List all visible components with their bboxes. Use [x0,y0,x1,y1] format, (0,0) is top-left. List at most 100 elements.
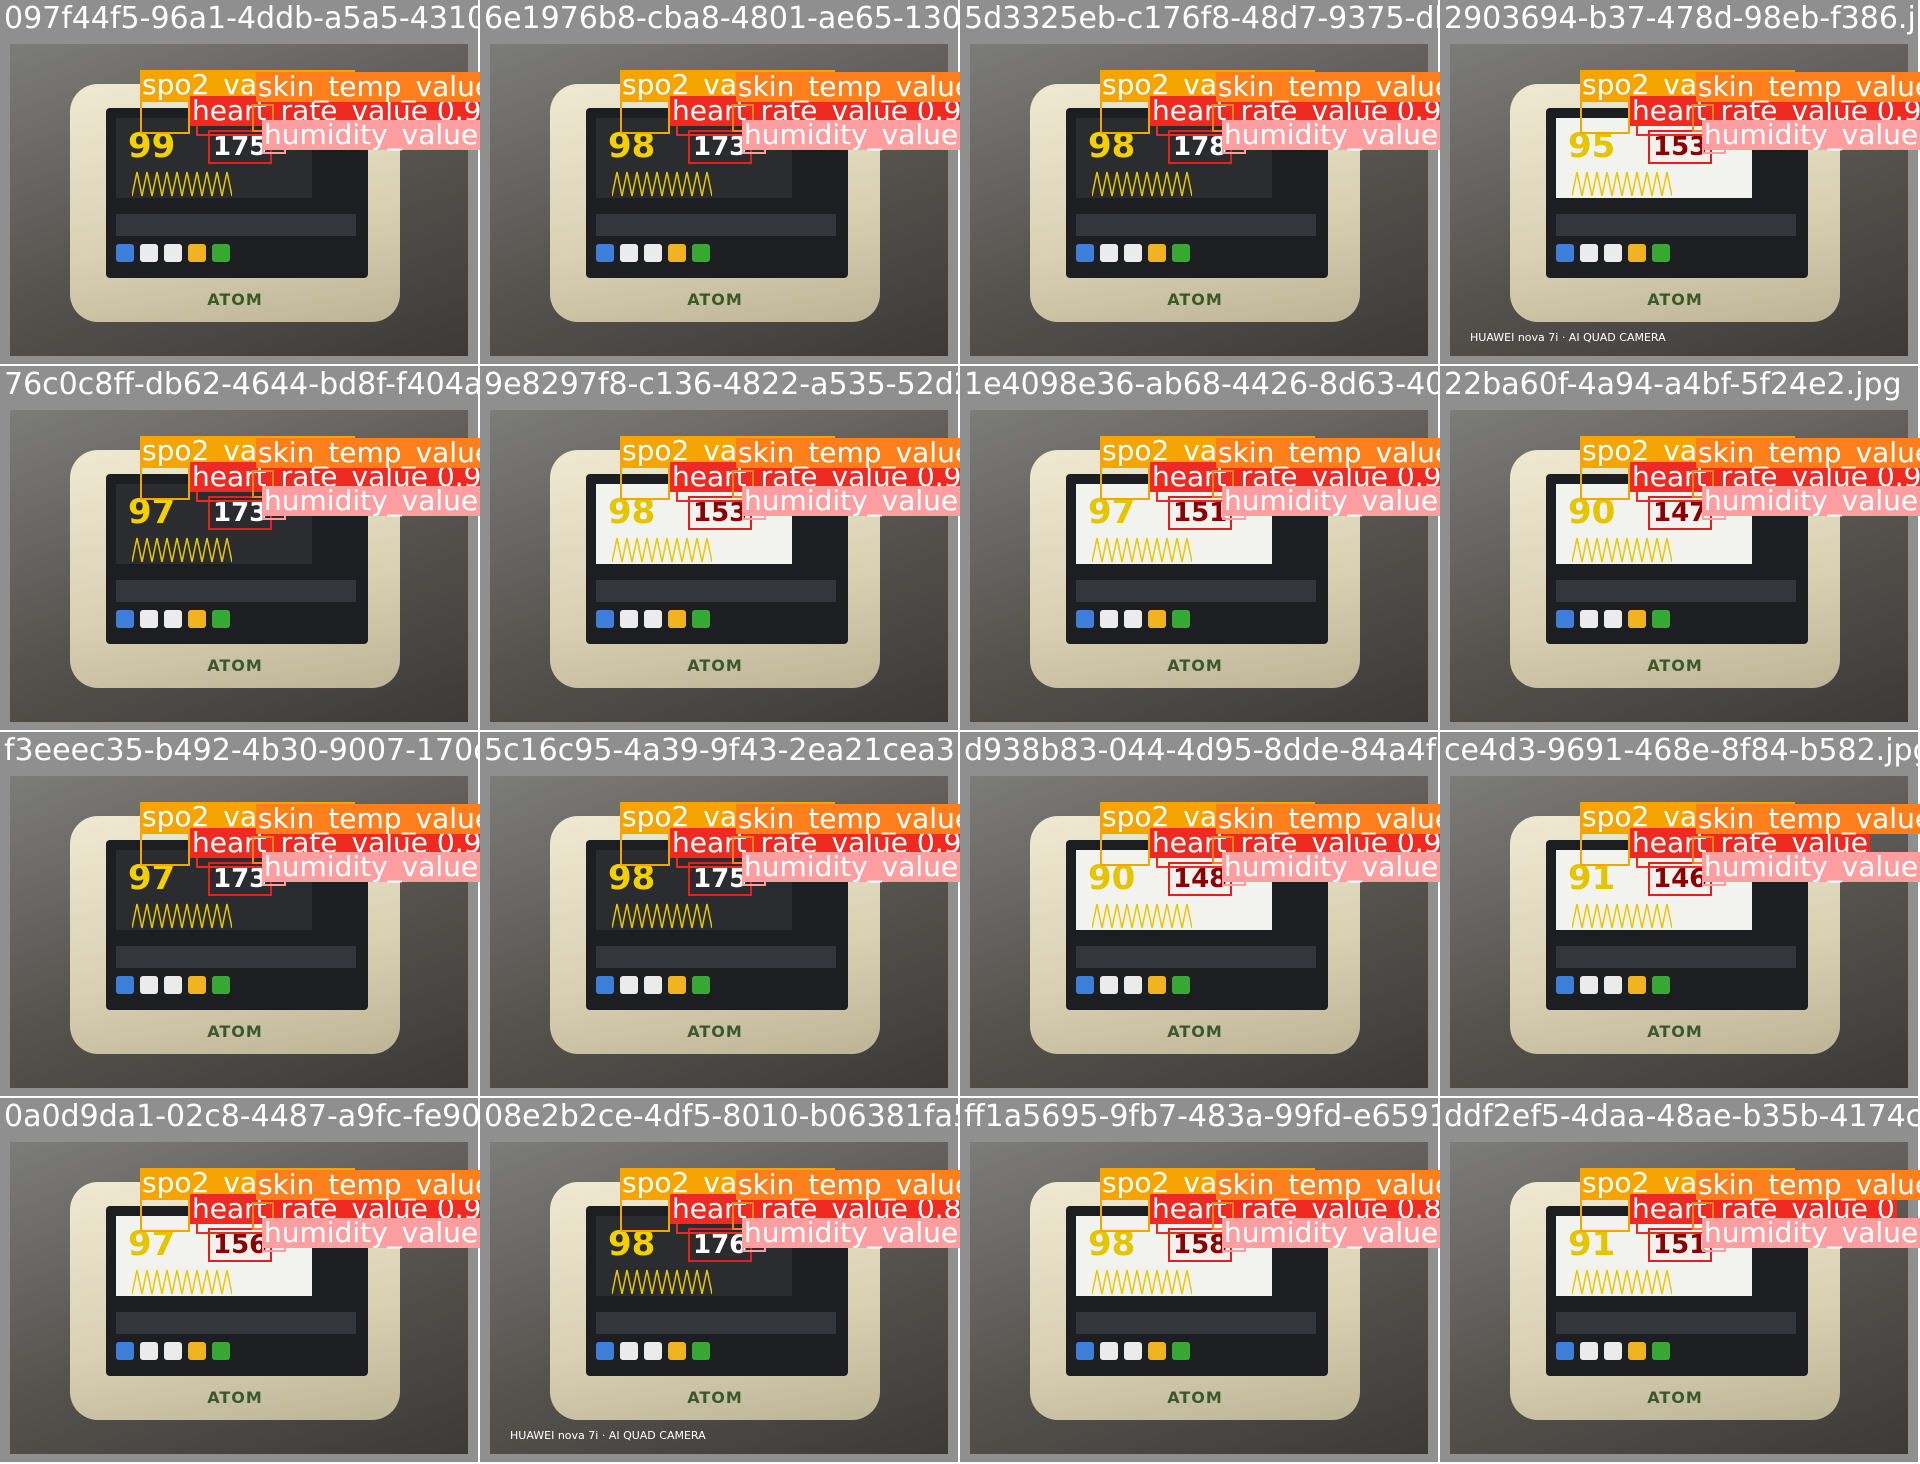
heart-icon [1148,610,1166,628]
network-icon [692,1342,710,1360]
filename-label: f3eeec35-b492-4b30-9007-170d5f67291f.jpg [4,733,480,768]
heart-icon [188,1342,206,1360]
image-tile: 76c0c8ff-db62-4644-bd8f-f404ab5d8257.jpg… [0,366,480,732]
detection-label-skin-temp-value: skin_temp_value 0.9 [256,1170,480,1200]
bbox-spo2-value [140,466,190,500]
device-icon [644,610,662,628]
brand-logo: ATOM [687,656,743,675]
network-icon [212,976,230,994]
device-icon [644,1342,662,1360]
pleth-waveform [132,1269,232,1295]
pleth-waveform [1572,903,1672,929]
network-icon [1172,610,1190,628]
bbox-spo2-value [1580,100,1630,134]
vitals-panel: 98 153 [596,484,792,564]
message-bar [1556,580,1796,602]
message-bar [1076,214,1316,236]
message-bar [596,214,836,236]
trend-icon [140,610,158,628]
monitor-icon-bar [1556,610,1796,634]
heart-icon [1148,976,1166,994]
pleth-waveform [1572,537,1672,563]
detection-label-skin-temp-value: skin_temp_value 0.9 [256,804,480,834]
bbox-spo2-value [1100,466,1150,500]
device-icon [1124,244,1142,262]
message-bar [596,580,836,602]
heart-icon [1628,976,1646,994]
device-icon [644,976,662,994]
network-icon [212,244,230,262]
trend-icon [1580,244,1598,262]
pleth-waveform [132,537,232,563]
heart-icon [1148,1342,1166,1360]
heart-icon [668,610,686,628]
network-icon [1652,244,1670,262]
trend-icon [1100,1342,1118,1360]
monitor-icon-bar [1076,244,1316,268]
brand-logo: ATOM [1167,656,1223,675]
message-bar [1076,1312,1316,1334]
detection-label-humidity-value: humidity_value 0.9 [1222,120,1440,150]
detection-label-skin-temp-value: skin_temp_value 0.8 [256,438,480,468]
pleth-waveform [1092,903,1192,929]
brand-logo: ATOM [207,1388,263,1407]
image-tile: 0a0d9da1-02c8-4487-a9fc-fe9000c8a2b9.jpg… [0,1098,480,1464]
pleth-waveform [1092,171,1192,197]
heart-rate-readout: 151 [1168,496,1233,530]
bbox-spo2-value [1580,832,1630,866]
bbox-spo2-value [140,832,190,866]
home-icon [596,1342,614,1360]
brand-logo: ATOM [207,1022,263,1041]
brand-logo: ATOM [207,656,263,675]
pleth-waveform [612,171,712,197]
message-bar [116,580,356,602]
monitor-icon-bar [116,610,356,634]
trend-icon [620,610,638,628]
trend-icon [1580,610,1598,628]
message-bar [116,1312,356,1334]
heart-icon [188,610,206,628]
bbox-spo2-value [1580,1198,1630,1232]
filename-label: 9e8297f8-c136-4822-a535-52d2e4f97e30.jpg [484,367,960,402]
brand-logo: ATOM [1647,656,1703,675]
detection-label-skin-temp-value: skin_temp_value [1696,438,1920,468]
trend-icon [1580,1342,1598,1360]
detection-label-humidity-value: humidity_value 0.8 [262,852,480,882]
filename-label: 6e1976b8-cba8-4801-ae65-1303c3025e1d.jpg [484,1,960,36]
heart-rate-readout: 148 [1168,862,1233,896]
image-tile: d938b83-044-4d95-8dde-84a4f2529ef4.jpg90… [960,732,1440,1098]
image-tile: 08e2b2ce-4df5-8010-b06381fa56c0.jpg 98176… [480,1098,960,1464]
device-icon [1604,244,1622,262]
heart-icon [188,976,206,994]
filename-label: ddf2ef5-4daa-48ae-b35b-4174c.jpg [1444,1099,1920,1134]
trend-icon [620,976,638,994]
filename-label: 22ba60f-4a94-a4bf-5f24e2.jpg [1444,367,1902,402]
home-icon [596,610,614,628]
detection-label-humidity-value: humidity_value 0.9 [1222,852,1440,882]
device-icon [1124,610,1142,628]
heart-icon [668,244,686,262]
network-icon [1172,244,1190,262]
detection-label-humidity-value: humidity_value [1702,484,1920,517]
heart-rate-readout: 153 [1648,130,1713,164]
message-bar [596,1312,836,1334]
bbox-spo2-value [620,466,670,500]
detection-label-humidity-value: humidity_value 0.9 [742,486,960,516]
network-icon [1652,976,1670,994]
brand-logo: ATOM [1167,1022,1223,1041]
network-icon [692,610,710,628]
trend-icon [1580,976,1598,994]
bbox-spo2-value [620,1198,670,1232]
trend-icon [140,976,158,994]
detection-label-skin-temp-value: skin_temp_value 0.9 [1216,1170,1440,1200]
heart-icon [1628,1342,1646,1360]
image-tile: ddf2ef5-4daa-48ae-b35b-4174c.jpg91151ATO… [1440,1098,1920,1464]
detection-label-skin-temp-value: skin_temp_value 0.9 [736,438,960,468]
home-icon [116,610,134,628]
brand-logo: ATOM [687,1022,743,1041]
home-icon [596,244,614,262]
bbox-spo2-value [1100,1198,1150,1232]
heart-rate-readout: 158 [1168,1228,1233,1262]
camera-watermark: HUAWEI nova 7i · AI QUAD CAMERA [1470,331,1666,344]
image-tile: 22ba60f-4a94-a4bf-5f24e2.jpg 90 147 ATOM spo… [1440,366,1920,732]
